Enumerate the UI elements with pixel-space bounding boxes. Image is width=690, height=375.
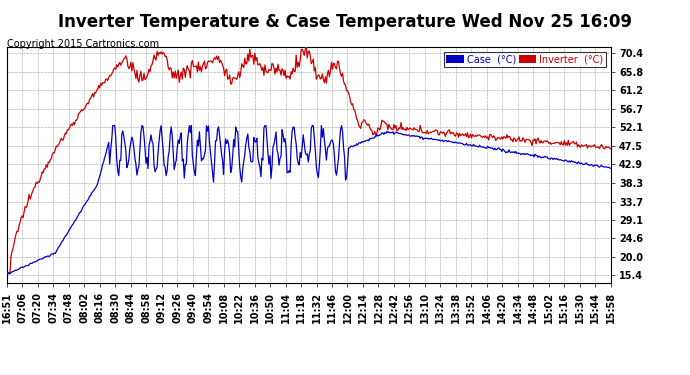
Legend: Case  (°C), Inverter  (°C): Case (°C), Inverter (°C) — [444, 52, 606, 67]
Text: Inverter Temperature & Case Temperature Wed Nov 25 16:09: Inverter Temperature & Case Temperature … — [58, 13, 632, 31]
Text: Copyright 2015 Cartronics.com: Copyright 2015 Cartronics.com — [7, 39, 159, 50]
